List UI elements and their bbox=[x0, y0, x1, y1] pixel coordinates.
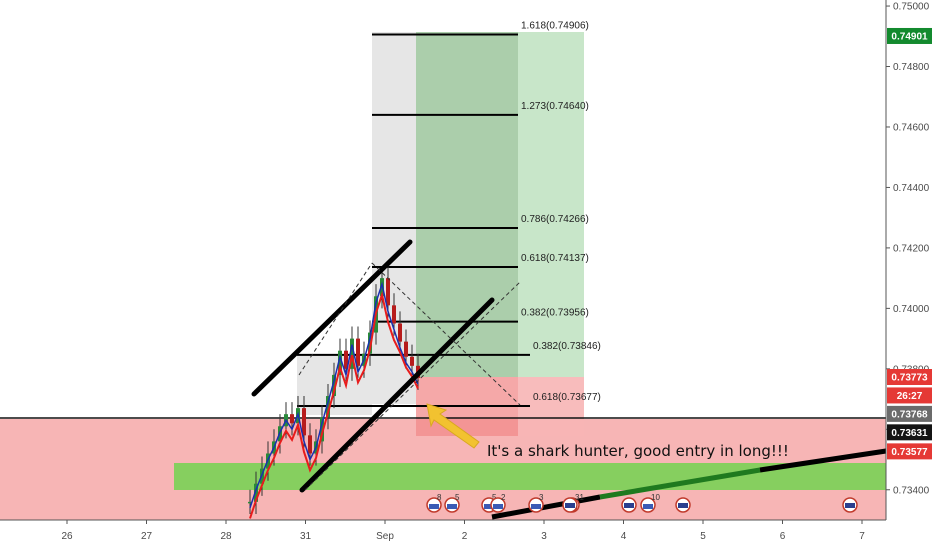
annotation-arrow bbox=[426, 403, 480, 449]
candle-body bbox=[392, 305, 396, 324]
fib-label: 1.273(0.74640) bbox=[521, 101, 589, 112]
candle-body bbox=[248, 501, 252, 504]
candle-body bbox=[302, 408, 306, 436]
event-count: 5 bbox=[492, 493, 497, 502]
y-tick-label: 0.74200 bbox=[893, 243, 930, 254]
candle-body bbox=[398, 323, 402, 342]
x-tick-label: 2 bbox=[462, 531, 468, 542]
flag-icon bbox=[643, 504, 653, 509]
x-tick-label: 31 bbox=[300, 531, 312, 542]
price-badge bbox=[887, 405, 932, 422]
price-badge-label: 26:27 bbox=[897, 391, 923, 402]
fib-label: 0.786(0.74266) bbox=[521, 214, 589, 225]
candle-body bbox=[350, 338, 354, 369]
candle-body bbox=[308, 435, 312, 454]
target-zone-dark bbox=[416, 32, 518, 377]
x-axis-ticks: 26 27 28 31 Sep 2 3 4 5 6 7 bbox=[61, 520, 865, 542]
flag-icon bbox=[447, 504, 457, 509]
trendline-bottom-black-2 bbox=[759, 448, 887, 473]
fib-label: 0.618(0.74137) bbox=[521, 253, 589, 264]
candle-body bbox=[326, 396, 330, 418]
y-tick-label: 0.73400 bbox=[893, 485, 930, 496]
y-axis-panel bbox=[886, 0, 932, 550]
price-badge-label: 0.73577 bbox=[891, 447, 928, 458]
x-tick-label: 4 bbox=[621, 531, 627, 542]
flag-icon bbox=[678, 503, 688, 508]
flag-icon bbox=[565, 503, 575, 508]
y-tick-label: 0.74000 bbox=[893, 304, 930, 315]
x-tick-label: 6 bbox=[780, 531, 786, 542]
ema-slow-line bbox=[249, 290, 419, 519]
economic-events[interactable]: 8 5 5 2 3 31 10 bbox=[426, 493, 858, 513]
dashed-upper-line bbox=[298, 262, 373, 376]
event-count: 5 bbox=[455, 493, 460, 502]
channel-upper-line bbox=[251, 239, 413, 397]
price-badge-label: 0.73768 bbox=[891, 409, 928, 420]
price-badge bbox=[887, 369, 932, 385]
price-badge bbox=[887, 443, 932, 460]
fib-label: 0.382(0.73846) bbox=[533, 341, 601, 352]
x-tick-label: 28 bbox=[220, 531, 232, 542]
dashed-diagonal-line bbox=[371, 262, 521, 406]
y-tick-label: 0.74400 bbox=[893, 183, 930, 194]
fib-levels: 1.618(0.74906) 1.273(0.74640) 0.786(0.7426… bbox=[297, 20, 601, 408]
price-badge bbox=[887, 27, 932, 44]
y-tick-label: 0.74600 bbox=[893, 122, 930, 133]
dashed-lower-line bbox=[304, 281, 521, 491]
x-tick-label: 3 bbox=[541, 531, 547, 542]
flag-icon bbox=[493, 504, 503, 509]
x-tick-label: 27 bbox=[141, 531, 153, 542]
candle-body bbox=[254, 483, 258, 502]
annotation-text: It's a shark hunter, good entry in long!… bbox=[487, 442, 789, 460]
flag-icon bbox=[624, 503, 634, 508]
candle-body bbox=[332, 374, 336, 397]
flag-icon bbox=[484, 504, 494, 509]
trendline-bottom-black bbox=[491, 494, 601, 520]
x-tick-label: 26 bbox=[61, 531, 73, 542]
fib-label: 0.618(0.73677) bbox=[533, 392, 601, 403]
flag-icon bbox=[531, 504, 541, 509]
y-tick-label: 0.74800 bbox=[893, 62, 930, 73]
price-badge-label: 0.73631 bbox=[891, 428, 928, 439]
y-tick-label: 0.75000 bbox=[893, 2, 930, 13]
event-count: 10 bbox=[651, 493, 660, 502]
x-tick-label: 7 bbox=[859, 531, 865, 542]
candle-body bbox=[386, 278, 390, 306]
event-count: 3 bbox=[539, 493, 544, 502]
fib-label: 0.382(0.73956) bbox=[521, 308, 589, 319]
candle-body bbox=[290, 414, 294, 424]
ema-fast-line bbox=[249, 281, 419, 509]
trendline-bottom-green bbox=[599, 467, 761, 500]
candle-body bbox=[320, 417, 324, 442]
event-count: 8 bbox=[437, 493, 442, 502]
price-badge-label: 0.74901 bbox=[891, 31, 928, 42]
candle-body bbox=[404, 341, 408, 357]
candle-body bbox=[410, 356, 414, 366]
target-zone bbox=[518, 32, 584, 377]
price-badges: 0.74901 0.73773 26:27 0.73768 0.73631 0.73577 bbox=[887, 27, 932, 460]
x-tick-label: Sep bbox=[376, 531, 394, 542]
x-tick-label: 5 bbox=[700, 531, 706, 542]
candle-body bbox=[356, 338, 360, 366]
flag-icon bbox=[429, 504, 439, 509]
event-count: 2 bbox=[501, 493, 506, 502]
price-badge-label: 0.73773 bbox=[891, 373, 928, 384]
x-axis-panel bbox=[0, 520, 886, 550]
price-badge bbox=[887, 424, 932, 441]
channel-lower-line bbox=[299, 297, 495, 493]
range-box bbox=[372, 32, 416, 404]
candle-body bbox=[338, 350, 342, 375]
price-badge bbox=[887, 387, 932, 404]
fib-label: 1.618(0.74906) bbox=[521, 20, 589, 31]
flag-icon bbox=[845, 503, 855, 508]
candle-body bbox=[344, 350, 348, 369]
event-count: 31 bbox=[575, 493, 584, 502]
